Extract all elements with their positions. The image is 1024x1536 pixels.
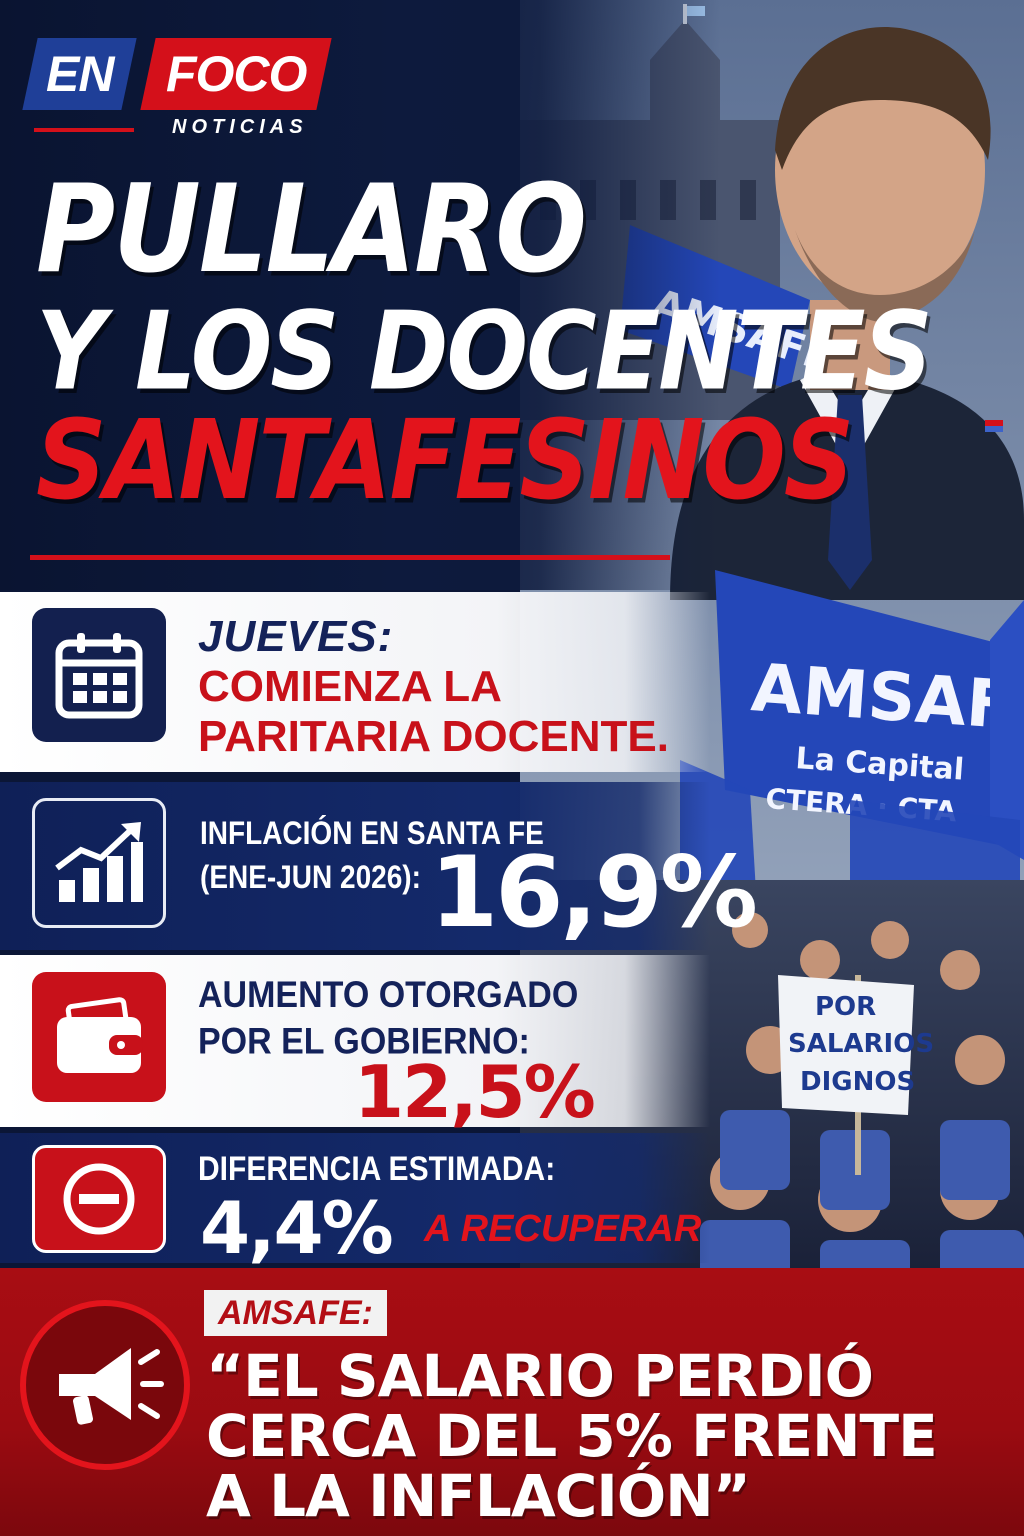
raise-value: 12,5% (354, 1050, 596, 1134)
schedule-text: COMIENZA LA PARITARIA DOCENTE. (198, 662, 669, 762)
headline-line-3: SANTAFESINOS (36, 397, 854, 525)
headline-line-1: PULLARO (36, 159, 587, 300)
difference-label: DIFERENCIA ESTIMADA: (198, 1150, 556, 1188)
logo-foco: FOCO (166, 46, 307, 102)
quote-text: “EL SALARIO PERDIÓ CERCA DEL 5% FRENTE A… (206, 1342, 938, 1530)
logo-underline (34, 128, 134, 132)
calendar-icon (32, 608, 166, 742)
inflation-label-line-1: INFLACIÓN EN SANTA FE (200, 815, 544, 852)
logo-noticias: NOTICIAS (172, 116, 308, 138)
sign-line-1: POR (815, 992, 876, 1022)
background-photo: AMSAFE AMSAFE La Capital CTERA · CTA (520, 0, 1024, 1270)
inflation-value: 16,9% (430, 836, 758, 950)
quote-line-1: “EL SALARIO PERDIÓ (206, 1342, 874, 1410)
protest-sign: POR SALARIOS DIGNOS (778, 975, 934, 1175)
sign-line-3: DIGNOS (800, 1067, 915, 1097)
megaphone-icon (20, 1300, 190, 1470)
minus-circle-icon (32, 1145, 166, 1253)
politician-figure (670, 27, 1024, 600)
schedule-text-line-1: COMIENZA LA (198, 662, 502, 711)
logo-en-block: EN (22, 38, 138, 110)
brand-logo: EN FOCO NOTICIAS (22, 38, 360, 148)
raise-label: AUMENTO OTORGADO POR EL GOBIERNO: (198, 972, 578, 1064)
logo-en: EN (46, 46, 114, 102)
quote-source-tag: AMSAFE: (204, 1290, 387, 1336)
headline-line-2: Y LOS DOCENTES (36, 289, 933, 415)
inflation-label: INFLACIÓN EN SANTA FE (ENE-JUN 2026): (200, 812, 544, 899)
raise-label-line-1: AUMENTO OTORGADO (198, 974, 579, 1016)
quote-line-3: A LA INFLACIÓN” (206, 1462, 751, 1530)
protest-scene: AMSAFE AMSAFE La Capital CTERA · CTA (520, 0, 1024, 1270)
headline-divider (30, 555, 670, 560)
headline: PULLARO Y LOS DOCENTES SANTAFESINOS (36, 159, 933, 515)
quote-source: AMSAFE: (218, 1293, 373, 1332)
inflation-label-line-2: (ENE-JUN 2026): (200, 859, 421, 895)
raise-label-line-2: POR EL GOBIERNO: (198, 1020, 530, 1063)
schedule-day: JUEVES: (198, 612, 394, 661)
wallet-icon (32, 972, 166, 1102)
quote-line-2: CERCA DEL 5% FRENTE (206, 1402, 938, 1470)
logo-foco-block: FOCO (140, 38, 333, 110)
difference-value: 4,4% (200, 1186, 394, 1270)
difference-extra: A RECUPERAR (424, 1208, 702, 1250)
sign-line-2: SALARIOS (788, 1029, 934, 1059)
schedule-text-line-2: PARITARIA DOCENTE. (198, 712, 669, 761)
chart-growth-icon (32, 798, 166, 928)
